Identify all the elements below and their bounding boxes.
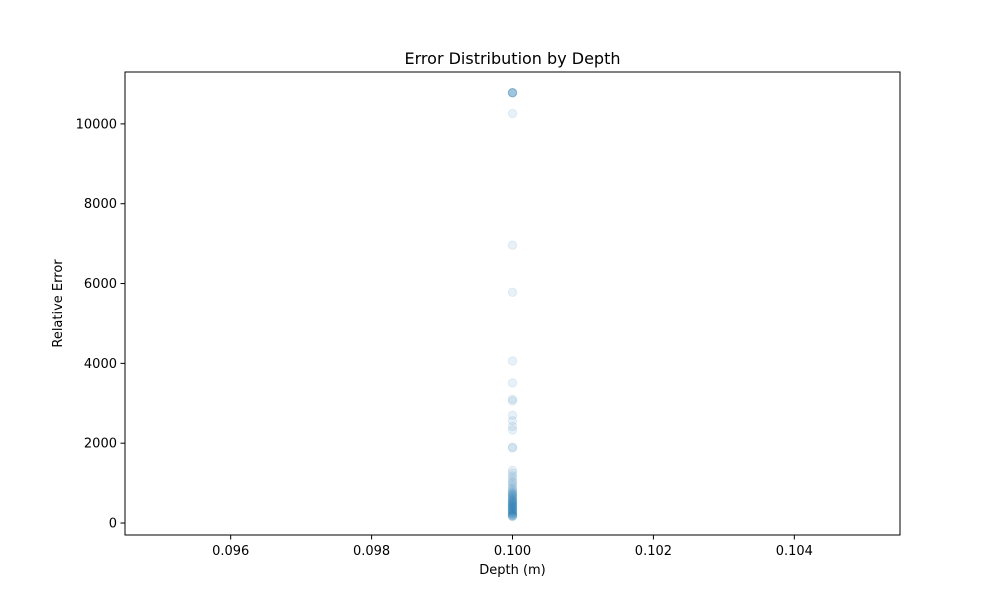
y-tick-label: 0 <box>109 517 117 532</box>
data-point <box>507 504 518 515</box>
x-axis-ticks: 0.096 0.098 0.100 0.102 0.104 <box>212 535 813 559</box>
data-point <box>507 378 518 388</box>
data-point <box>507 468 518 478</box>
chart-title: Error Distribution by Depth <box>405 49 621 68</box>
data-point <box>507 471 518 481</box>
data-point <box>507 495 518 505</box>
data-point <box>507 506 518 517</box>
data-point <box>507 502 518 512</box>
data-point <box>507 500 518 511</box>
data-point <box>507 489 518 499</box>
data-point <box>507 480 518 490</box>
y-tick-label: 4000 <box>84 357 117 372</box>
data-point <box>507 88 518 98</box>
data-point <box>507 476 518 486</box>
y-tick-label: 2000 <box>84 437 117 452</box>
y-tick-label: 8000 <box>84 197 117 212</box>
data-point <box>507 492 518 503</box>
data-point <box>507 486 518 497</box>
data-point <box>507 287 518 298</box>
data-point <box>507 491 518 502</box>
data-point <box>507 498 518 508</box>
y-axis-ticks: 0 2000 4000 6000 8000 10000 <box>76 117 125 532</box>
data-point <box>507 510 518 520</box>
data-point <box>507 503 518 513</box>
data-point <box>507 495 518 506</box>
data-point <box>507 490 518 500</box>
data-point <box>507 442 518 452</box>
data-point <box>507 484 518 494</box>
data-point <box>507 88 518 98</box>
data-point <box>507 410 518 420</box>
data-point <box>507 496 518 506</box>
x-tick-label: 0.096 <box>212 544 249 559</box>
data-point <box>507 488 518 499</box>
data-point <box>507 478 518 488</box>
data-point <box>507 501 518 512</box>
x-tick-label: 0.100 <box>494 544 531 559</box>
data-point <box>507 511 518 522</box>
x-tick-label: 0.102 <box>635 544 672 559</box>
y-tick-label: 10000 <box>76 117 117 132</box>
data-point <box>507 416 518 426</box>
data-point <box>507 506 518 516</box>
data-point <box>507 421 518 432</box>
y-tick-label: 6000 <box>84 277 117 292</box>
data-point <box>507 497 518 507</box>
data-point <box>507 491 518 501</box>
data-point <box>507 394 518 404</box>
data-point <box>507 473 518 484</box>
data-point <box>507 504 518 514</box>
data-point <box>507 503 518 514</box>
data-point <box>507 493 518 503</box>
data-point <box>507 494 518 504</box>
data-point <box>507 396 518 406</box>
data-point <box>507 508 518 518</box>
data-point <box>507 509 518 519</box>
data-point <box>507 108 518 119</box>
data-point <box>507 500 518 510</box>
data-point <box>507 487 518 498</box>
data-point <box>507 88 518 98</box>
data-point <box>507 499 518 509</box>
data-points <box>507 88 518 522</box>
x-tick-label: 0.098 <box>353 544 390 559</box>
data-point <box>507 497 518 508</box>
data-point <box>507 485 518 495</box>
data-point <box>507 425 518 435</box>
data-point <box>507 356 518 366</box>
data-point <box>507 498 518 509</box>
data-point <box>507 88 518 98</box>
data-point <box>507 511 518 521</box>
data-point <box>507 510 518 521</box>
data-point <box>507 88 518 98</box>
data-point <box>507 507 518 517</box>
x-tick-label: 0.104 <box>776 544 813 559</box>
x-axis-label: Depth (m) <box>479 563 546 578</box>
data-point <box>507 511 518 521</box>
data-point <box>507 507 518 518</box>
data-point <box>507 443 518 453</box>
data-point <box>507 509 518 520</box>
data-point <box>507 505 518 515</box>
data-point <box>507 501 518 511</box>
y-axis-label: Relative Error <box>51 259 66 348</box>
data-point <box>507 465 518 476</box>
data-point <box>507 482 518 492</box>
data-point <box>507 240 518 250</box>
